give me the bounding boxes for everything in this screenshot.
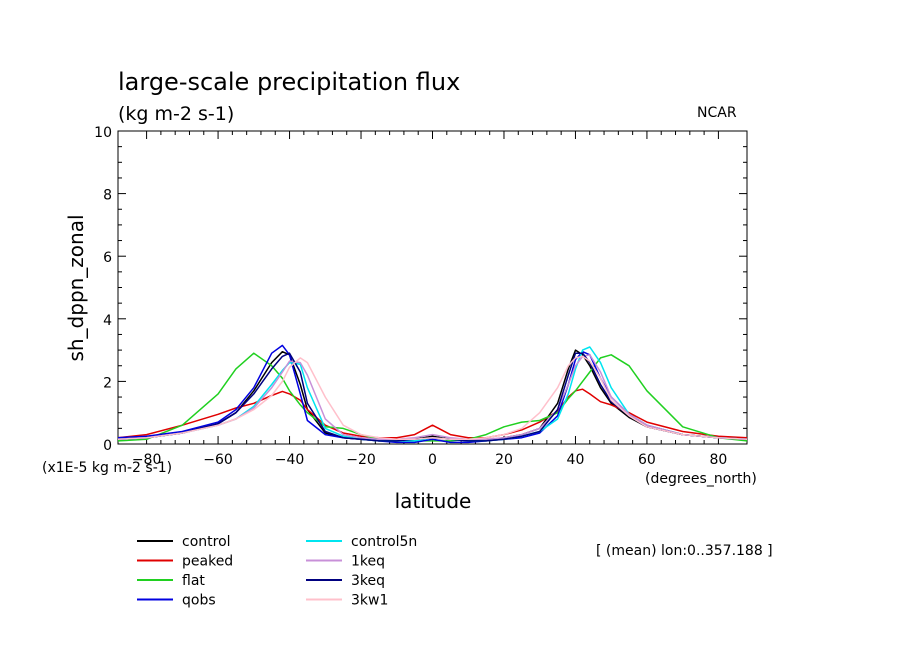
ncar-label: NCAR bbox=[697, 105, 737, 121]
chart-title: large-scale precipitation flux bbox=[118, 68, 460, 96]
y-tick-label: 6 bbox=[103, 250, 112, 266]
series-lines bbox=[117, 344, 748, 444]
y-tick-label: 4 bbox=[103, 313, 112, 329]
x-tick-label: −20 bbox=[346, 452, 376, 468]
series-line-peaked bbox=[117, 388, 748, 439]
x-tick-label: 40 bbox=[567, 452, 585, 468]
legend-label-peaked: peaked bbox=[182, 554, 233, 570]
x-tick-label: 60 bbox=[638, 452, 656, 468]
y-tick-label: 10 bbox=[94, 125, 112, 141]
x-tick-label: −80 bbox=[132, 452, 162, 468]
legend: control peaked flat qobs control5n 1keq 3keq 3k… bbox=[137, 534, 417, 609]
x-tick-label: 20 bbox=[495, 452, 513, 468]
y-tick-label: 8 bbox=[103, 188, 112, 204]
legend-label-1keq: 1keq bbox=[351, 554, 385, 570]
y-tick-label: 2 bbox=[103, 375, 112, 391]
y-tick-label: 0 bbox=[103, 438, 112, 454]
legend-label-flat: flat bbox=[182, 573, 205, 589]
units-label: (kg m-2 s-1) bbox=[118, 103, 234, 125]
legend-label-3keq: 3keq bbox=[351, 573, 385, 589]
x-tick-label: 0 bbox=[428, 452, 437, 468]
x-tick-label: −40 bbox=[275, 452, 305, 468]
y-ticks: 0 2 4 6 8 10 bbox=[94, 125, 747, 454]
legend-label-3kw1: 3kw1 bbox=[351, 593, 388, 609]
y-axis-label: sh_dppn_zonal bbox=[64, 214, 88, 361]
scale-note: (x1E-5 kg m-2 s-1) bbox=[42, 460, 172, 476]
x-ticks: −80 −60 −40 −20 0 20 40 60 80 bbox=[132, 131, 727, 468]
series-line-1keq bbox=[117, 354, 748, 441]
legend-label-control: control bbox=[182, 534, 231, 550]
legend-label-control5n: control5n bbox=[351, 534, 417, 550]
x-tick-label: −60 bbox=[203, 452, 233, 468]
legend-label-qobs: qobs bbox=[182, 593, 216, 609]
x-axis-label: latitude bbox=[395, 489, 472, 513]
plot-area: −80 −60 −40 −20 0 20 40 60 80 0 2 4 6 8 10 bbox=[94, 125, 748, 468]
x-units-note: (degrees_north) bbox=[645, 471, 757, 487]
x-tick-label: 80 bbox=[709, 452, 727, 468]
mean-note: [ (mean) lon:0..357.188 ] bbox=[596, 543, 773, 559]
series-line-3kw1 bbox=[117, 355, 748, 441]
